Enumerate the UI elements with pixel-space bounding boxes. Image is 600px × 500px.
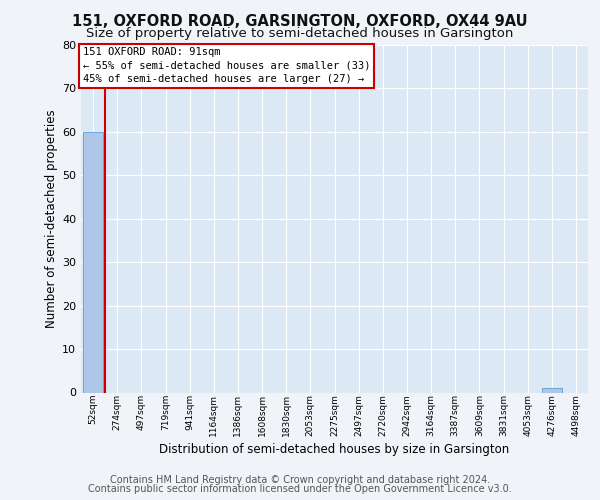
Text: Contains HM Land Registry data © Crown copyright and database right 2024.: Contains HM Land Registry data © Crown c…	[110, 475, 490, 485]
Y-axis label: Number of semi-detached properties: Number of semi-detached properties	[45, 110, 58, 328]
X-axis label: Distribution of semi-detached houses by size in Garsington: Distribution of semi-detached houses by …	[160, 443, 509, 456]
Bar	[83, 132, 103, 392]
Text: Size of property relative to semi-detached houses in Garsington: Size of property relative to semi-detach…	[86, 28, 514, 40]
Text: 151 OXFORD ROAD: 91sqm
← 55% of semi-detached houses are smaller (33)
45% of sem: 151 OXFORD ROAD: 91sqm ← 55% of semi-det…	[83, 47, 370, 84]
Text: 151, OXFORD ROAD, GARSINGTON, OXFORD, OX44 9AU: 151, OXFORD ROAD, GARSINGTON, OXFORD, OX…	[72, 14, 528, 29]
Bar	[542, 388, 562, 392]
Text: Contains public sector information licensed under the Open Government Licence v3: Contains public sector information licen…	[88, 484, 512, 494]
